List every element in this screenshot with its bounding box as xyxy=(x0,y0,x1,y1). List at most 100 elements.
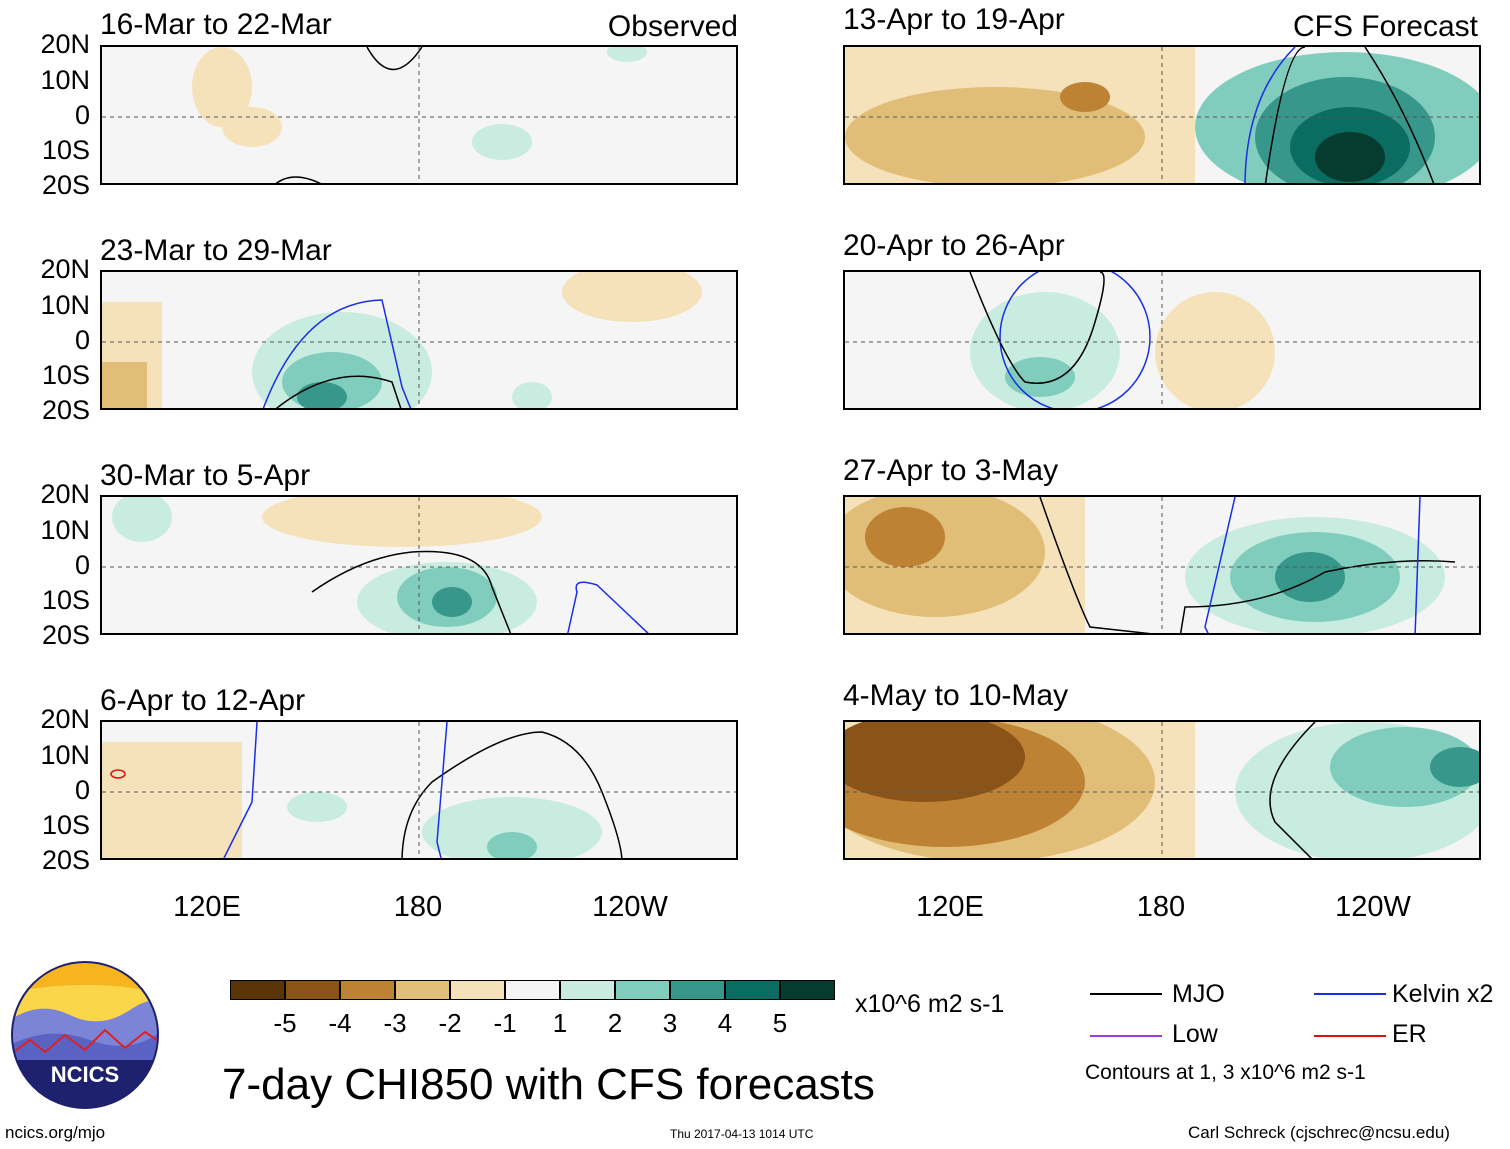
y-tick: 20S xyxy=(41,395,90,425)
y-tick: 20N xyxy=(40,29,90,59)
anomaly-shade xyxy=(192,47,252,127)
anomaly-shade xyxy=(112,497,172,542)
mjo-contour xyxy=(1364,47,1435,183)
x-tick-right: 120W xyxy=(1335,891,1411,923)
main-title: 7-day CHI850 with CFS forecasts xyxy=(222,1060,875,1109)
y-tick: 10N xyxy=(40,65,90,95)
panel-title-8: 4-May to 10-May xyxy=(843,679,1069,712)
credit: Carl Schreck (cjschrec@ncsu.edu) xyxy=(1188,1123,1450,1142)
legend-line-mjo xyxy=(1090,993,1162,995)
map-svg-4 xyxy=(102,722,736,858)
mjo-contour xyxy=(1179,560,1456,633)
colorbar-swatch xyxy=(230,980,285,1000)
x-tick-left: 120W xyxy=(592,891,668,923)
y-tick: 10S xyxy=(41,585,90,615)
legend-label-er: ER xyxy=(1392,1020,1427,1048)
colorbar-swatch xyxy=(285,980,340,1000)
anomaly-shade xyxy=(1430,747,1479,787)
ncics-logo: NCICS xyxy=(11,961,159,1109)
anomaly-shade xyxy=(512,382,552,408)
y-tick: 20N xyxy=(40,479,90,509)
y-tick: 0 xyxy=(74,325,90,355)
y-tick: 20S xyxy=(41,170,90,200)
colorbar-units: x10^6 m2 s-1 xyxy=(855,990,1005,1018)
mjo-contour xyxy=(275,176,321,183)
panel-title-2: 23-Mar to 29-Mar xyxy=(100,234,332,267)
map-panel-forecast-3 xyxy=(843,495,1481,635)
anomaly-shade xyxy=(472,124,532,160)
map-panel-observed-1 xyxy=(100,45,738,185)
anomaly-shade xyxy=(262,497,542,547)
kelvin-contour xyxy=(262,299,412,408)
colorbar-swatch xyxy=(505,980,560,1000)
panel-title-3: 30-Mar to 5-Apr xyxy=(100,459,311,492)
forecast-label: CFS Forecast xyxy=(1292,10,1478,43)
colorbar-tick: -1 xyxy=(493,1008,517,1038)
panel-title-4: 6-Apr to 12-Apr xyxy=(100,684,306,717)
timestamp: Thu 2017-04-13 1014 UTC xyxy=(670,1127,814,1141)
anomaly-shade xyxy=(845,722,1025,802)
map-panel-observed-3 xyxy=(100,495,738,635)
anomaly-shade xyxy=(297,382,347,408)
colorbar-swatch xyxy=(340,980,395,1000)
map-svg-2 xyxy=(102,272,736,408)
contour-note: Contours at 1, 3 x10^6 m2 s-1 xyxy=(1085,1061,1366,1084)
y-tick: 20N xyxy=(40,254,90,284)
mjo-contour xyxy=(969,272,1105,384)
mjo-contour xyxy=(1264,47,1306,183)
x-tick-left: 180 xyxy=(393,891,443,923)
y-tick: 10N xyxy=(40,740,90,770)
map-panel-forecast-1 xyxy=(843,45,1481,185)
colorbar-tick: -4 xyxy=(328,1008,352,1038)
y-tick: 10N xyxy=(40,290,90,320)
map-svg-8 xyxy=(845,722,1479,858)
y-tick: 10S xyxy=(41,135,90,165)
map-svg-7 xyxy=(845,497,1479,633)
panel-title-6: 20-Apr to 26-Apr xyxy=(843,229,1065,262)
mjo-contour xyxy=(401,731,623,858)
colorbar-tick: 2 xyxy=(607,1008,623,1038)
colorbar-swatch xyxy=(615,980,670,1000)
er-contour xyxy=(110,769,126,779)
legend-line-er xyxy=(1314,1035,1386,1037)
colorbar-tick: 5 xyxy=(772,1008,788,1038)
anomaly-shade xyxy=(487,832,537,858)
anomaly-shade xyxy=(1005,357,1075,397)
y-tick: 10N xyxy=(40,515,90,545)
legend-line-low xyxy=(1090,1035,1162,1037)
y-tick: 20S xyxy=(41,845,90,875)
anomaly-shade xyxy=(562,272,702,322)
kelvin-contour xyxy=(1244,47,1296,183)
y-tick: 0 xyxy=(74,775,90,805)
kelvin-contour xyxy=(223,722,258,858)
anomaly-shade xyxy=(432,587,472,617)
x-tick-right: 120E xyxy=(916,891,984,923)
anomaly-shade xyxy=(845,87,1145,183)
mjo-contour xyxy=(275,375,402,408)
mjo-contour xyxy=(1269,722,1316,858)
colorbar-tick: 4 xyxy=(717,1008,733,1038)
anomaly-shade xyxy=(1275,552,1345,602)
colorbar-tick: 3 xyxy=(662,1008,678,1038)
panel-title-7: 27-Apr to 3-May xyxy=(843,454,1059,487)
legend-label-mjo: MJO xyxy=(1172,980,1225,1008)
colorbar-tick: -2 xyxy=(438,1008,462,1038)
mjo-contour xyxy=(1039,497,1151,633)
mjo-contour xyxy=(311,550,512,633)
legend-line-kelvin xyxy=(1314,993,1386,995)
map-panel-forecast-4 xyxy=(843,720,1481,860)
anomaly-shade xyxy=(1155,292,1275,408)
website-link[interactable]: ncics.org/mjo xyxy=(5,1123,106,1142)
legend-label-low: Low xyxy=(1172,1020,1218,1048)
logo-text: NCICS xyxy=(51,1062,119,1087)
observed-label: Observed xyxy=(607,10,738,43)
anomaly-shade xyxy=(1330,727,1479,807)
map-svg-5 xyxy=(845,47,1479,183)
anomaly-shade xyxy=(865,507,945,567)
y-tick: 0 xyxy=(74,550,90,580)
panel-title-5: 13-Apr to 19-Apr xyxy=(843,3,1065,36)
map-svg-1 xyxy=(102,47,736,183)
y-tick: 10S xyxy=(41,360,90,390)
colorbar-swatch xyxy=(725,980,780,1000)
kelvin-contour xyxy=(567,581,649,633)
